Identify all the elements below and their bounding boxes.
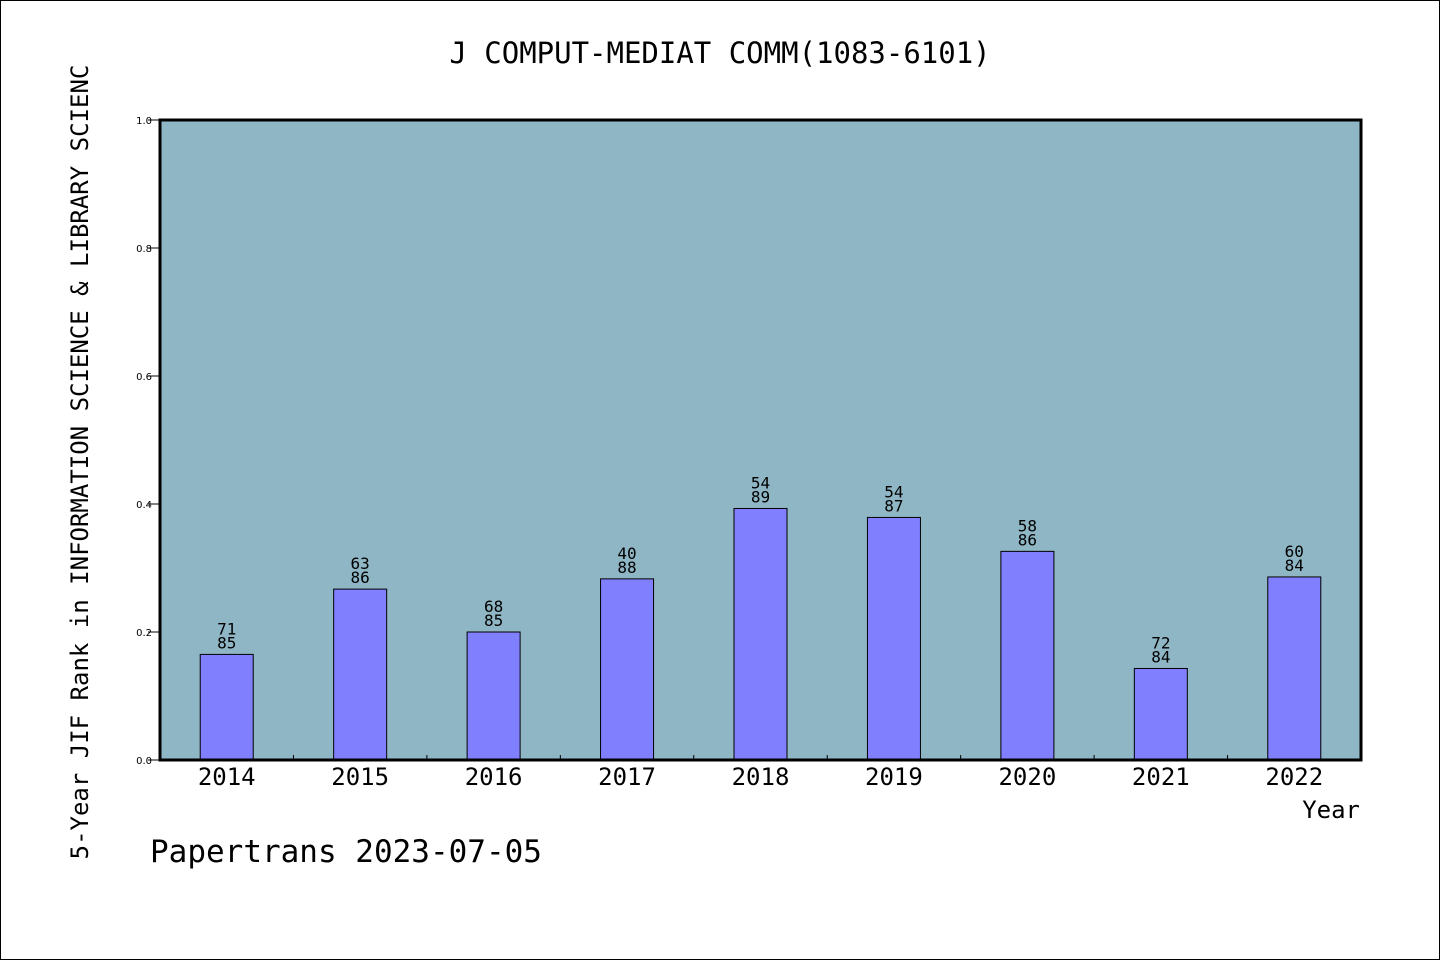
bar-2016: [466, 631, 521, 761]
bar-label-rank: 63: [351, 554, 370, 573]
y-tick-label: 0.2: [136, 628, 152, 639]
bar-label-rank: 54: [884, 482, 903, 501]
bar-label-rank: 68: [484, 597, 503, 616]
bar-label-rank: 58: [1018, 516, 1037, 535]
x-tick-label: 2020: [998, 763, 1056, 791]
bar-label-total: 86: [351, 568, 370, 587]
bar-2020: [1000, 550, 1055, 761]
axes-layer: 2014 2015 2016 2017 2018 2019 2020 2021 2022 0.0 0…: [136, 116, 1363, 791]
bar-2021: [1133, 667, 1188, 761]
bar-label-total: 85: [217, 633, 236, 652]
bar-label-rank: 72: [1151, 633, 1170, 652]
x-tick-label: 2016: [465, 763, 523, 791]
bar-label-rank: 40: [617, 544, 636, 563]
x-tick-label: 2017: [598, 763, 656, 791]
bar-label-rank: 71: [217, 619, 236, 638]
y-axis-label: 5-Year JIF Rank in INFORMATION SCIENCE &…: [66, 64, 94, 860]
y-tick-label: 0.8: [136, 244, 152, 255]
y-tick-label: 0.4: [136, 500, 152, 511]
bar-2014: [199, 653, 254, 761]
y-tick-label: 0.0: [136, 756, 152, 767]
x-tick-label: 2015: [331, 763, 389, 791]
x-tick-label: 2021: [1132, 763, 1190, 791]
bar-2022: [1267, 576, 1322, 761]
bar-2018: [733, 507, 788, 761]
x-tick-label: 2022: [1265, 763, 1323, 791]
bar-label-total: 84: [1151, 647, 1170, 666]
bar-2019: [866, 516, 921, 761]
bar-label-total: 86: [1018, 530, 1037, 549]
x-tick-label: 2019: [865, 763, 923, 791]
footer-note: Papertrans 2023-07-05: [150, 834, 542, 870]
bar-label-total: 87: [884, 496, 903, 515]
chart-title: J COMPUT-MEDIAT COMM(1083-6101): [449, 36, 991, 70]
x-tick-label: 2018: [732, 763, 790, 791]
bar-label-rank: 54: [751, 473, 770, 492]
bar-label-rank: 60: [1285, 542, 1304, 561]
plot-border: [158, 118, 1363, 762]
bar-2015: [333, 588, 388, 761]
bar-label-total: 84: [1285, 556, 1304, 575]
bars-layer: [199, 507, 1322, 761]
x-axis-label: Year: [1302, 796, 1360, 824]
y-tick-label: 0.6: [136, 372, 152, 383]
bar-label-total: 89: [751, 487, 770, 506]
bar-label-total: 88: [617, 558, 636, 577]
bar-label-total: 85: [484, 611, 503, 630]
bar-2017: [600, 578, 655, 761]
y-tick-label: 1.0: [136, 116, 152, 127]
x-tick-label: 2014: [198, 763, 256, 791]
